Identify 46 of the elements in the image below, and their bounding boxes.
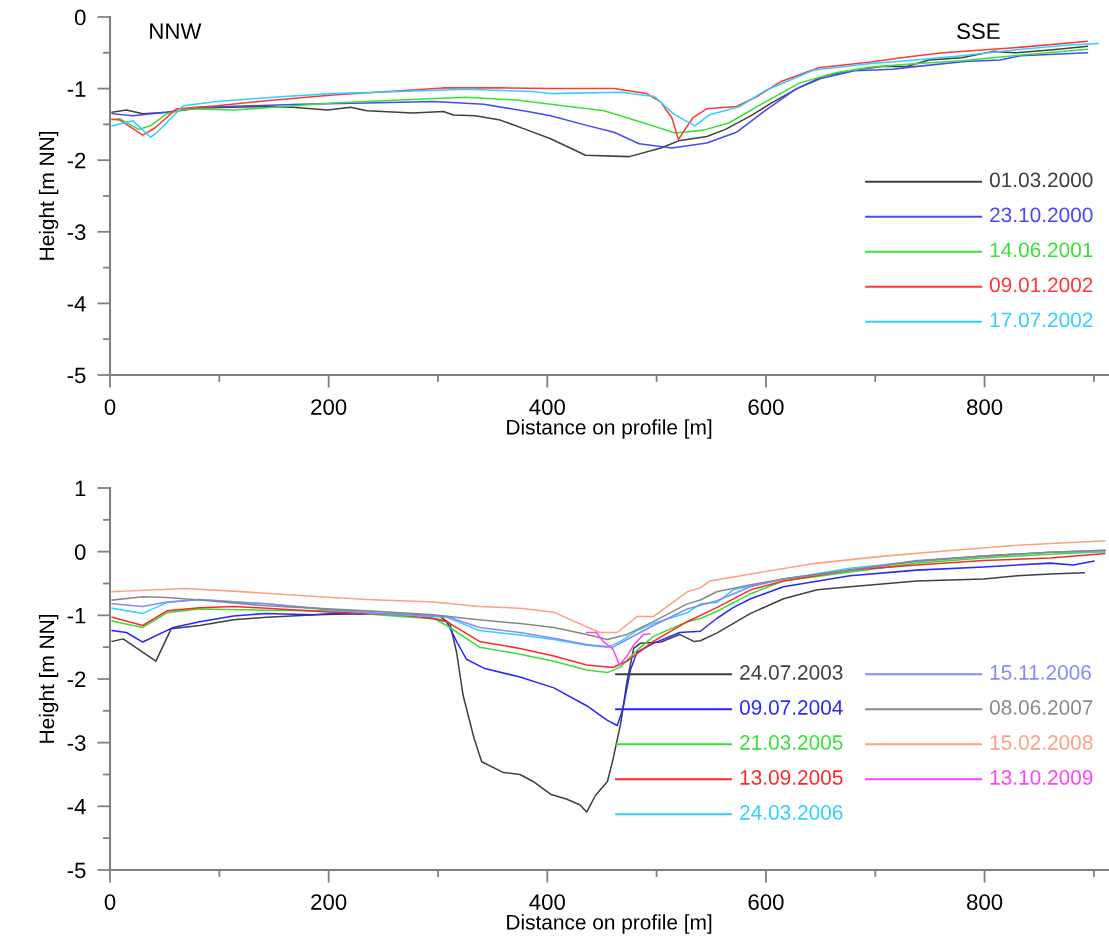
y-tick-label: -2 — [67, 152, 86, 169]
line-series — [111, 560, 1095, 727]
y-tick-label: -5 — [67, 367, 86, 384]
text: 08.06.2007 — [989, 700, 1093, 715]
y-tick-label: -4 — [67, 296, 86, 312]
text: 01.03.2000 — [989, 172, 1093, 188]
x-tick-label: 600 — [748, 399, 784, 415]
y-axis-title: Height [m NN] — [38, 615, 59, 743]
x-tick-label: 800 — [967, 894, 1003, 910]
y-tick-label: -2 — [67, 671, 86, 688]
x-tick-label: 0 — [104, 894, 116, 910]
line-series — [111, 540, 1106, 634]
y-tick-label: 0 — [74, 544, 86, 560]
text: 24.03.2006 — [740, 805, 843, 820]
line-series — [585, 631, 651, 666]
x-tick-label: 600 — [748, 894, 784, 910]
text: 09.01.2002 — [989, 277, 1093, 293]
x-tick-label: 200 — [311, 894, 347, 910]
text: 15.02.2008 — [990, 735, 1093, 750]
y-tick-label: 0 — [74, 9, 86, 26]
text: 09.07.2004 — [739, 700, 843, 715]
series-label: 24.07.2003 — [740, 665, 843, 680]
x-tick-label: 0 — [104, 399, 116, 415]
text: 15.11.2006 — [990, 665, 1091, 680]
x-axis-title: Distance on profile [m] — [507, 914, 712, 934]
x-tick-label: 400 — [529, 399, 565, 415]
y-tick-label: -4 — [67, 799, 86, 815]
text: 17.07.2002 — [990, 312, 1093, 328]
y-tick-label: -1 — [67, 81, 86, 97]
annotation: SSE — [957, 23, 1000, 40]
x-tick-label: 400 — [529, 894, 565, 910]
y-tick-label: 1 — [75, 480, 86, 497]
y-tick-label: -3 — [67, 224, 86, 241]
y-tick-label: -5 — [67, 862, 86, 879]
text: 13.09.2005 — [740, 770, 843, 785]
text: 23.10.2000 — [990, 207, 1093, 223]
annotation: NNW — [150, 23, 202, 39]
y-tick-label: -3 — [67, 735, 86, 751]
x-tick-label: 800 — [967, 399, 1003, 415]
x-axis-title: Distance on profile [m] — [507, 419, 712, 439]
x-tick-label: 200 — [311, 399, 347, 415]
text: 13.10.2009 — [990, 770, 1093, 785]
text: 14.06.2001 — [990, 242, 1093, 258]
y-tick-label: -1 — [67, 608, 86, 624]
y-axis-title: Height [m NN] — [38, 132, 59, 260]
text: 21.03.2005 — [740, 735, 843, 750]
